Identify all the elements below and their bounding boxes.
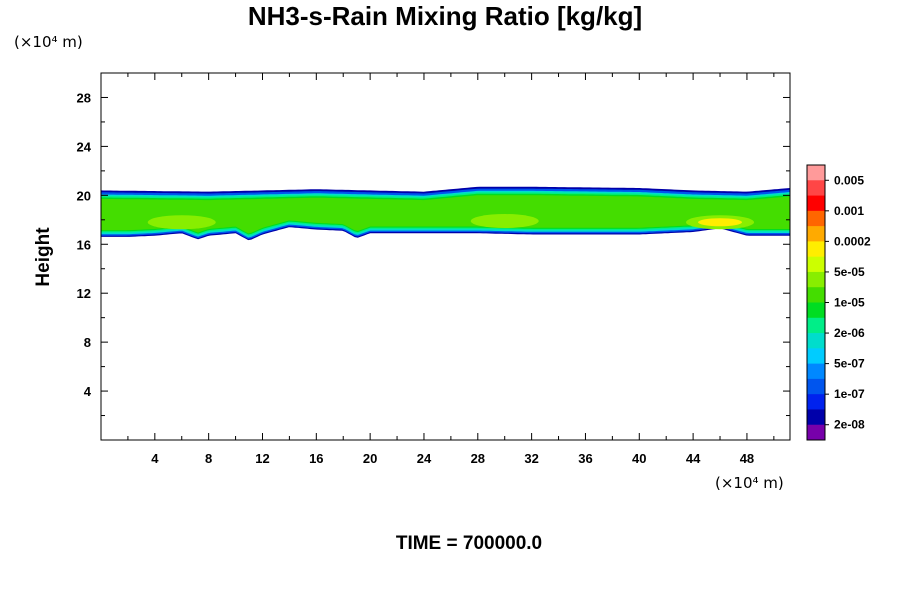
colorbar-label-7: 1e-07 bbox=[834, 387, 865, 401]
colorbar-label-4: 1e-05 bbox=[834, 296, 865, 310]
x-tick-label-2: 12 bbox=[255, 451, 269, 466]
time-label: TIME = 700000.0 bbox=[396, 533, 542, 554]
colorbar-swatch-8 bbox=[807, 287, 825, 303]
mixing-ratio-field bbox=[101, 186, 790, 241]
colorbar-label-8: 2e-08 bbox=[834, 418, 865, 432]
y-tick-label-4: 20 bbox=[77, 188, 91, 203]
core-max-1 bbox=[482, 217, 527, 226]
y-axis-label: Height bbox=[33, 227, 54, 287]
colorbar-swatch-12 bbox=[807, 348, 825, 365]
colorbar-swatch-16 bbox=[807, 409, 825, 426]
colorbar-swatch-9 bbox=[807, 302, 825, 319]
x-tick-label-1: 8 bbox=[205, 451, 212, 466]
x-tick-label-8: 36 bbox=[578, 451, 592, 466]
layer-band-5 bbox=[101, 195, 790, 234]
x-axis: 4 8 12 16 20 24 28 32 36 40 44 48 bbox=[127, 73, 775, 466]
colorbar-swatch-13 bbox=[807, 363, 825, 380]
core-max-0 bbox=[159, 218, 204, 227]
x-tick-label-0: 4 bbox=[151, 451, 159, 466]
x-tick-label-4: 20 bbox=[363, 451, 377, 466]
colorbar-swatch-5 bbox=[807, 241, 825, 258]
colorbar-label-3: 5e-05 bbox=[834, 265, 865, 279]
colorbar-swatch-3 bbox=[807, 210, 825, 227]
y-tick-label-5: 24 bbox=[77, 139, 92, 154]
colorbar-swatch-7 bbox=[807, 271, 825, 288]
y-tick-label-1: 8 bbox=[84, 335, 91, 350]
chart-title: NH3-s-Rain Mixing Ratio [kg/kg] bbox=[248, 1, 642, 31]
x-tick-label-9: 40 bbox=[632, 451, 646, 466]
y-tick-label-3: 16 bbox=[77, 237, 91, 252]
colorbar-swatch-11 bbox=[807, 333, 825, 349]
x-tick-label-11: 48 bbox=[740, 451, 754, 466]
x-tick-label-7: 32 bbox=[524, 451, 538, 466]
y-tick-label-0: 4 bbox=[84, 384, 92, 399]
core-max-2 bbox=[698, 218, 743, 227]
y-tick-label-2: 12 bbox=[77, 286, 91, 301]
colorbar-swatch-2 bbox=[807, 195, 825, 212]
colorbar-label-0: 0.005 bbox=[834, 173, 864, 187]
colorbar-swatch-10 bbox=[807, 317, 825, 334]
x-tick-label-3: 16 bbox=[309, 451, 323, 466]
x-tick-label-6: 28 bbox=[471, 451, 485, 466]
colorbar-swatch-4 bbox=[807, 226, 825, 242]
x-tick-label-10: 44 bbox=[686, 451, 701, 466]
y-tick-label-6: 28 bbox=[77, 90, 91, 105]
x-axis-unit-label: (×10⁴ m) bbox=[715, 474, 784, 492]
colorbar-swatch-17 bbox=[807, 424, 825, 441]
y-axis-unit-label: (×10⁴ m) bbox=[14, 33, 83, 51]
x-tick-label-5: 24 bbox=[417, 451, 432, 466]
colorbar-swatch-0 bbox=[807, 165, 825, 181]
colorbar-swatch-15 bbox=[807, 394, 825, 410]
colorbar-swatch-14 bbox=[807, 378, 825, 395]
colorbar-label-6: 5e-07 bbox=[834, 357, 865, 371]
colorbar-label-5: 2e-06 bbox=[834, 326, 865, 340]
colorbar: 0.005 0.001 0.0002 5e-05 1e-05 2e-06 5e-07 1e-0… bbox=[806, 164, 871, 441]
colorbar-swatch-1 bbox=[807, 180, 825, 196]
colorbar-label-2: 0.0002 bbox=[834, 234, 871, 248]
colorbar-swatch-6 bbox=[807, 256, 825, 273]
plot-frame bbox=[100, 72, 791, 441]
y-axis: 4 8 12 16 20 24 28 bbox=[77, 90, 790, 417]
colorbar-label-1: 0.001 bbox=[834, 204, 864, 218]
